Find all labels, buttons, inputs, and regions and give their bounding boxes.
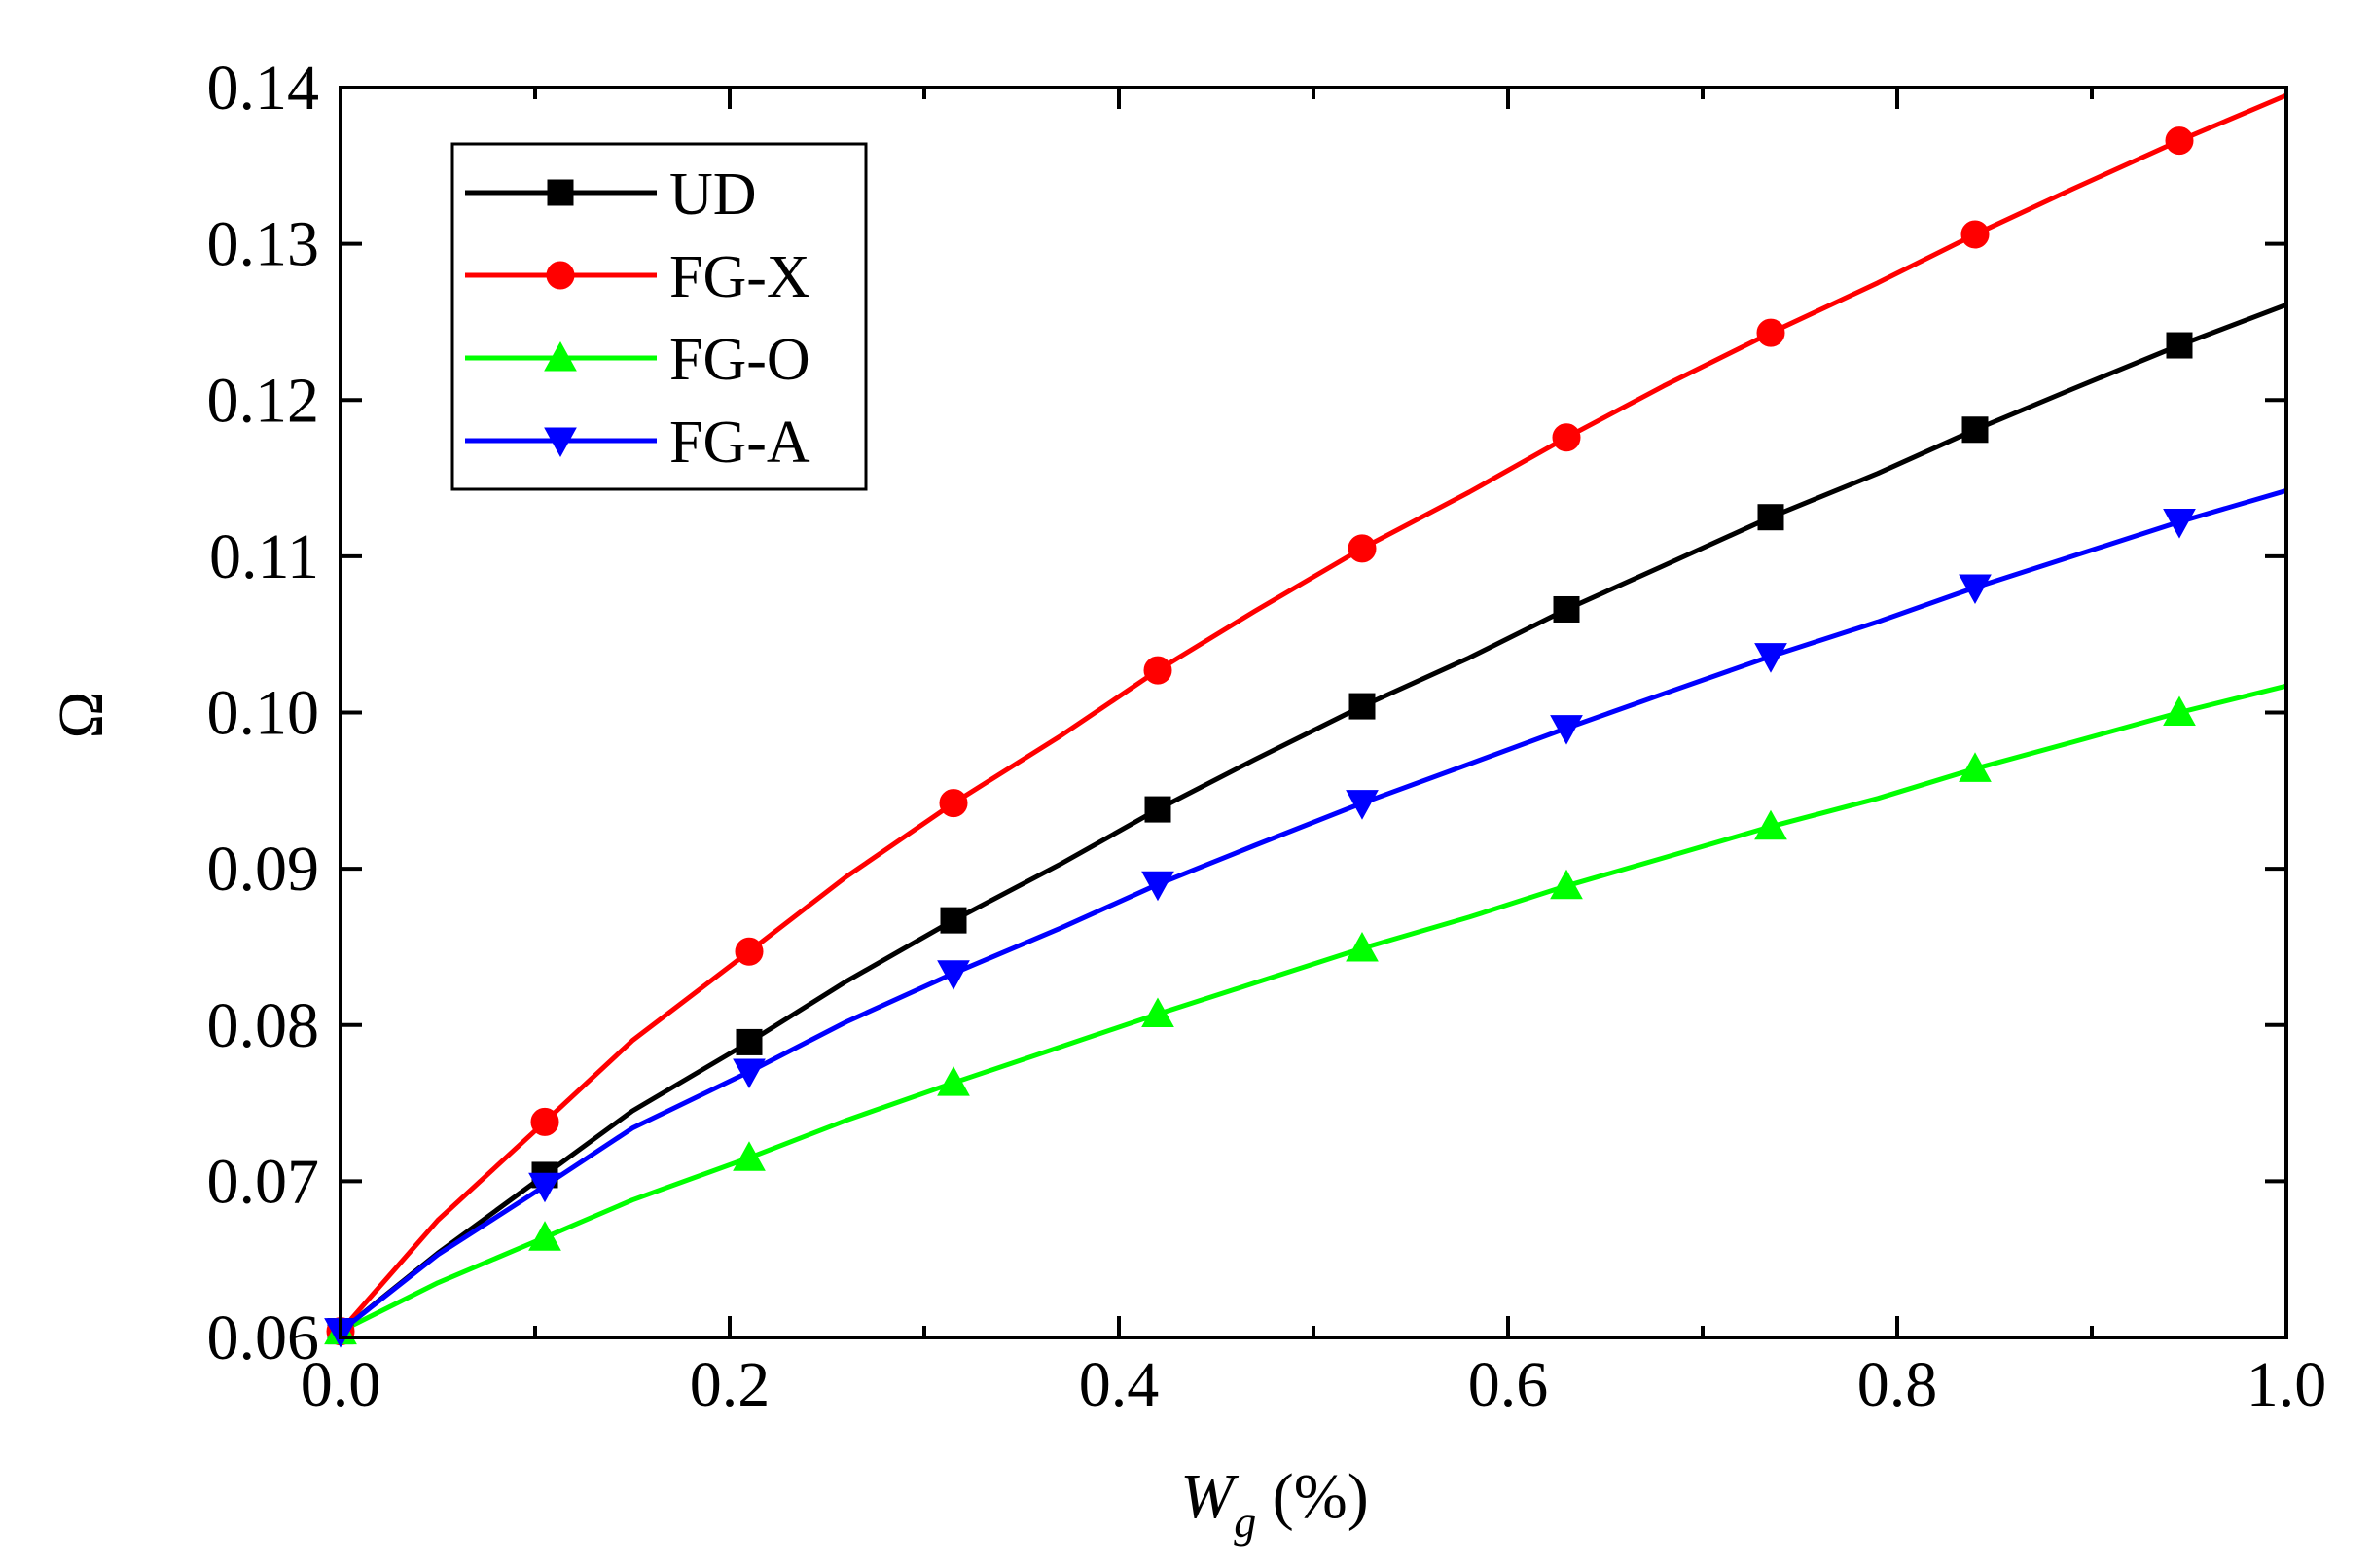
data-point-fg-a bbox=[1550, 715, 1583, 745]
y-tick-label: 0.14 bbox=[207, 53, 320, 124]
y-tick-label: 0.11 bbox=[209, 521, 319, 592]
data-point-fg-a bbox=[937, 960, 970, 990]
legend-marker-fg-a bbox=[544, 427, 577, 458]
data-point-fg-o bbox=[2163, 695, 2196, 726]
data-point-fg-x bbox=[2165, 126, 2194, 156]
data-point-fg-o bbox=[733, 1141, 766, 1171]
data-point-fg-x bbox=[735, 937, 764, 966]
x-axis-title-symbol: W bbox=[1180, 1461, 1239, 1532]
series-line-fg-a bbox=[339, 488, 2287, 1334]
data-point-fg-a bbox=[1959, 574, 1992, 605]
y-tick-label: 0.07 bbox=[207, 1146, 320, 1217]
data-point-fg-a bbox=[1754, 643, 1787, 673]
data-point-ud bbox=[1144, 796, 1171, 823]
data-point-ud bbox=[1553, 595, 1580, 623]
data-point-fg-a bbox=[1346, 790, 1379, 820]
data-point-fg-o bbox=[1754, 809, 1787, 840]
y-tick-label: 0.09 bbox=[207, 834, 320, 905]
data-point-fg-o bbox=[1141, 997, 1174, 1028]
legend-label-fg-x: FG-X bbox=[669, 244, 810, 310]
x-axis-title: Wg (%) bbox=[1180, 1461, 1368, 1547]
data-point-fg-x bbox=[939, 789, 968, 818]
x-tick-label: 0.6 bbox=[1468, 1349, 1549, 1420]
legend-marker-fg-o bbox=[544, 340, 577, 372]
legend-marker-fg-x bbox=[546, 261, 575, 290]
tick-labels: 0.0 0.2 0.4 0.6 0.8 1.0 0.06 0.07 0.08 0.09 0.10 0.… bbox=[207, 53, 2327, 1420]
data-point-fg-o bbox=[528, 1221, 561, 1251]
x-axis-title-unit: (%) bbox=[1256, 1461, 1368, 1532]
series-line-fg-o bbox=[339, 683, 2287, 1334]
data-point-fg-x bbox=[1756, 318, 1785, 347]
x-tick-label: 0.4 bbox=[1079, 1349, 1160, 1420]
data-point-ud bbox=[1961, 416, 1989, 444]
x-tick-label: 0.2 bbox=[690, 1349, 771, 1420]
data-point-fg-o bbox=[1959, 752, 1992, 782]
x-tick-label: 0.0 bbox=[301, 1349, 381, 1420]
y-tick-label: 0.06 bbox=[207, 1302, 320, 1373]
y-tick-label: 0.08 bbox=[207, 990, 320, 1061]
data-point-ud bbox=[1348, 693, 1376, 720]
legend-marker-ud bbox=[547, 179, 574, 206]
plot-frame bbox=[339, 86, 2288, 1339]
y-tick-label: 0.12 bbox=[207, 365, 320, 436]
data-point-fg-a bbox=[528, 1172, 561, 1203]
data-point-fg-a bbox=[733, 1058, 766, 1088]
data-point-fg-a bbox=[2163, 509, 2196, 539]
data-point-ud bbox=[2166, 332, 2193, 359]
data-point-ud bbox=[736, 1028, 763, 1055]
x-tick-label: 1.0 bbox=[2247, 1349, 2327, 1420]
data-point-fg-x bbox=[1143, 656, 1172, 685]
x-axis-title-subscript: g bbox=[1234, 1497, 1256, 1547]
legend-label-fg-a: FG-A bbox=[669, 410, 810, 476]
data-point-fg-a bbox=[1141, 871, 1174, 902]
data-point-fg-x bbox=[1960, 220, 1990, 249]
data-point-ud bbox=[940, 907, 967, 934]
series-line-ud bbox=[339, 302, 2287, 1334]
y-axis-title: Ω bbox=[46, 691, 117, 738]
data-point-fg-o bbox=[937, 1066, 970, 1096]
data-point-fg-o bbox=[1550, 869, 1583, 900]
data-point-fg-x bbox=[1552, 423, 1581, 452]
series-line-fg-x bbox=[339, 92, 2287, 1334]
data-point-ud bbox=[1757, 504, 1784, 531]
data-point-fg-x bbox=[1348, 534, 1377, 563]
data-point-fg-x bbox=[530, 1107, 559, 1136]
y-tick-label: 0.13 bbox=[207, 209, 320, 280]
legend-label-fg-o: FG-O bbox=[669, 327, 810, 393]
legend-label-ud: UD bbox=[669, 161, 757, 228]
x-tick-label: 0.8 bbox=[1857, 1349, 1938, 1420]
y-tick-label: 0.10 bbox=[207, 678, 320, 749]
data-point-fg-o bbox=[1346, 932, 1379, 962]
plot-area bbox=[339, 92, 2287, 1334]
legend: UD FG-X FG-O FG-A bbox=[450, 142, 868, 491]
legend-box bbox=[450, 142, 868, 491]
